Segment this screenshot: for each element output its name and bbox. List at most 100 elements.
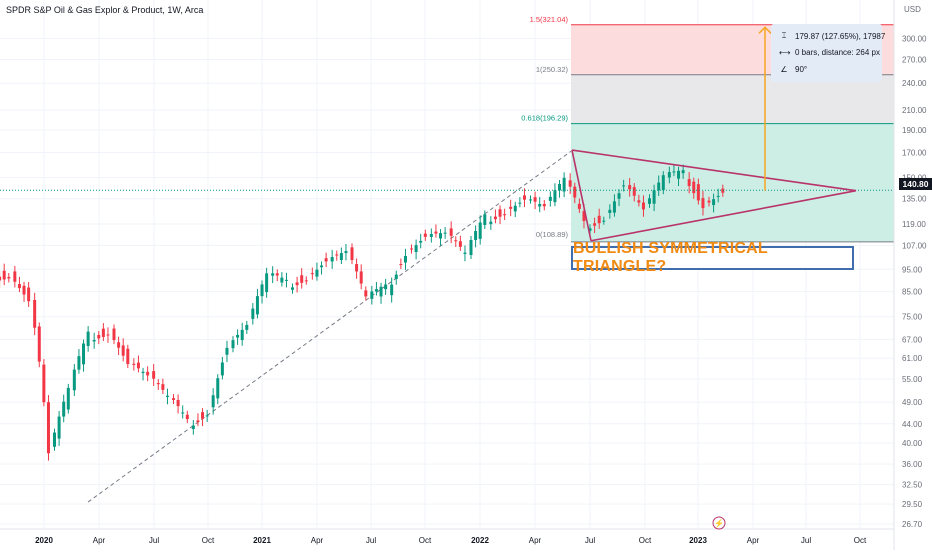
price-tick-label: 240.00: [902, 79, 927, 88]
candle-body: [82, 343, 86, 365]
candle-body: [185, 414, 189, 420]
candle-body: [231, 340, 235, 349]
candle-body: [538, 204, 542, 207]
triangle-upper-line: [571, 149, 857, 192]
pattern-callout-label[interactable]: BULLISH SYMMETRICAL TRIANGLE?: [571, 240, 854, 275]
candle-body: [46, 402, 50, 454]
time-tick-label: Apr: [311, 536, 324, 545]
candle-body: [211, 395, 215, 408]
candle-body: [469, 239, 473, 256]
candle-body: [454, 240, 458, 242]
price-range-icon: ⌶: [781, 31, 787, 40]
candle-body: [320, 265, 324, 268]
candle-body: [141, 371, 145, 374]
candle-body: [132, 363, 136, 365]
triangle-lower-line: [590, 189, 857, 242]
candle-body: [156, 383, 160, 385]
candle-body: [359, 271, 363, 284]
candle-body: [280, 277, 284, 283]
candle-body: [399, 264, 403, 266]
bars-range-icon: ⟷: [779, 48, 791, 57]
candle-body: [553, 190, 557, 203]
candle-body: [394, 274, 398, 280]
candle-body: [602, 220, 606, 222]
candle-body: [562, 177, 566, 192]
candle-body: [62, 401, 66, 417]
candle-body: [439, 233, 443, 239]
price-tick-label: 61.00: [902, 354, 923, 363]
price-tick-label: 170.00: [902, 148, 927, 157]
candle-body: [152, 371, 156, 379]
candle-body: [687, 179, 691, 187]
candle-body: [97, 334, 101, 339]
candle-body: [271, 273, 275, 276]
candle-body: [0, 276, 2, 281]
candle-body: [478, 222, 482, 239]
measure-price-text: 179.87 (127.65%), 17987: [795, 31, 886, 41]
candle-body: [637, 200, 641, 203]
candle-body: [330, 256, 334, 262]
candle-body: [513, 205, 517, 212]
last-price-badge: 140.80: [899, 178, 932, 190]
candle-body: [92, 339, 96, 342]
candle-body: [509, 206, 513, 209]
price-tick-label: 55.00: [902, 375, 923, 384]
candle-body: [324, 258, 328, 262]
price-tick-label: 49.00: [902, 398, 923, 407]
time-tick-label: Oct: [202, 536, 215, 545]
candle-body: [176, 399, 180, 407]
candlestick-series: [0, 164, 894, 461]
candle-body: [672, 171, 676, 173]
time-tick-label: Apr: [529, 536, 542, 545]
time-tick-label: Oct: [639, 536, 652, 545]
candle-body: [181, 412, 185, 414]
candle-body: [696, 184, 700, 201]
candle-body: [449, 228, 453, 236]
measure-row-angle: ∠ 90°: [779, 65, 807, 74]
candle-body: [72, 369, 76, 391]
candle-body: [443, 232, 447, 234]
symmetrical-triangle-drawing[interactable]: [571, 26, 857, 242]
candle-body: [707, 200, 711, 203]
candle-body: [240, 329, 244, 341]
candle-body: [37, 326, 41, 362]
triangle-base-line: [571, 149, 592, 241]
fib-level-label: 0.618(196.29): [521, 114, 568, 123]
candle-body: [53, 432, 56, 447]
candle-body: [379, 286, 383, 297]
candle-body: [489, 221, 493, 225]
candle-body: [22, 285, 26, 295]
candle-body: [648, 198, 651, 204]
time-tick-label: Jul: [366, 536, 376, 545]
candle-body: [2, 270, 6, 280]
candle-body: [542, 204, 546, 207]
candle-body: [191, 425, 195, 430]
candle-body: [236, 334, 240, 338]
price-tick-label: 75.00: [902, 313, 923, 322]
candle-body: [275, 273, 279, 276]
fib-level-label: 0(108.89): [536, 230, 569, 239]
candle-body: [568, 180, 572, 187]
trend-guide-line[interactable]: [87, 150, 572, 503]
fib-level-label: 1.5(321.04): [530, 15, 569, 24]
candle-body: [146, 371, 150, 376]
candle-body: [86, 331, 90, 347]
candle-body: [136, 362, 140, 369]
currency-label: USD: [904, 5, 921, 14]
candle-body: [172, 398, 175, 400]
candle-body: [196, 420, 200, 423]
time-tick-label: 2021: [253, 536, 271, 545]
candle-body: [667, 172, 671, 178]
candle-body: [522, 195, 526, 200]
candle-body: [300, 275, 304, 283]
candle-body: [57, 416, 61, 439]
candle-body: [577, 203, 581, 209]
candle-body: [126, 348, 130, 364]
candle-body: [205, 415, 209, 417]
candle-body: [251, 308, 255, 319]
candle-body: [503, 214, 507, 216]
candle-body: [216, 378, 220, 399]
candle-body: [410, 248, 413, 250]
candle-body: [225, 347, 229, 355]
time-tick-label: Apr: [747, 536, 760, 545]
